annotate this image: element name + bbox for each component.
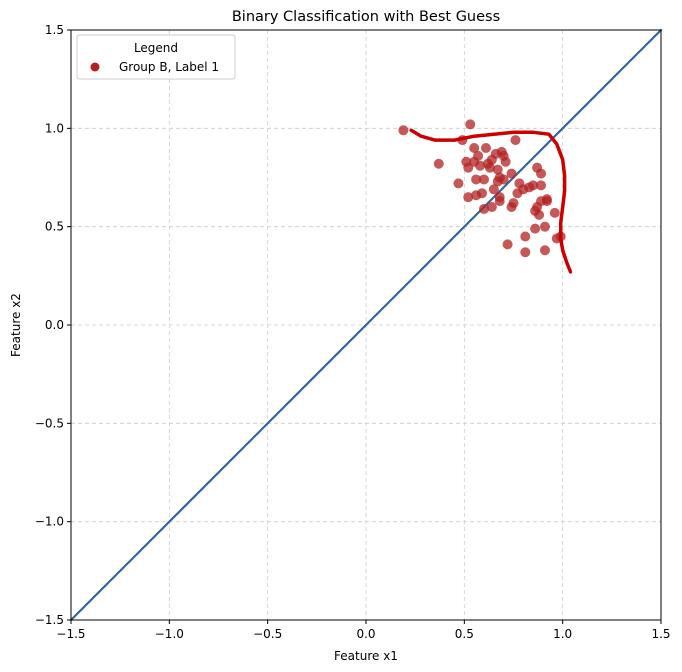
- y-tick-label: −1.0: [35, 515, 64, 529]
- y-axis-label: Feature x2: [9, 293, 23, 357]
- x-tick-label: −0.5: [253, 627, 282, 641]
- legend: Legend Group B, Label 1: [76, 34, 236, 80]
- legend-marker: [90, 62, 100, 72]
- y-tick-label: 0.0: [45, 318, 64, 332]
- data-point: [549, 207, 560, 218]
- chart-title: Binary Classification with Best Guess: [232, 9, 500, 25]
- data-point: [475, 160, 486, 171]
- data-point: [398, 125, 409, 136]
- y-tick-label: −1.5: [35, 613, 64, 627]
- data-point: [469, 143, 480, 153]
- y-axis: −1.5 −1.0 −0.5 0.0 0.5 1.0 1.5: [35, 23, 71, 627]
- data-point: [471, 174, 482, 185]
- data-point: [486, 202, 497, 212]
- data-point: [536, 168, 547, 179]
- data-point: [488, 184, 499, 195]
- data-point: [508, 198, 519, 209]
- data-point: [498, 174, 509, 185]
- x-tick-label: 1.5: [651, 627, 670, 641]
- x-tick-label: 1.0: [553, 627, 572, 641]
- data-point: [520, 231, 531, 242]
- y-tick-label: 1.0: [45, 121, 64, 135]
- data-point: [465, 119, 476, 130]
- best-guess-curve: [409, 128, 573, 274]
- data-point: [473, 150, 484, 161]
- x-tick-label: 0.5: [455, 627, 474, 641]
- x-tick-label: 0.0: [356, 627, 375, 641]
- data-point: [500, 156, 511, 167]
- scatter-points: [398, 119, 566, 258]
- data-point: [541, 194, 552, 205]
- x-tick-label: −1.0: [155, 627, 184, 641]
- decision-boundary-line: [69, 28, 663, 622]
- data-point: [492, 164, 503, 175]
- legend-entry-label: Group B, Label 1: [119, 60, 219, 74]
- y-tick-label: −0.5: [35, 416, 64, 430]
- data-point: [433, 158, 444, 169]
- data-point: [477, 188, 488, 199]
- x-tick-label: −1.5: [56, 627, 85, 641]
- best-guess-line: [409, 128, 573, 274]
- legend-title: Legend: [134, 41, 178, 55]
- data-point: [480, 143, 491, 153]
- x-axis-label: Feature x1: [334, 649, 398, 663]
- data-point: [510, 135, 521, 146]
- data-point: [453, 178, 464, 189]
- data-point: [536, 180, 547, 191]
- y-tick-label: 1.5: [45, 23, 64, 37]
- data-point: [506, 168, 517, 179]
- data-point: [530, 223, 541, 234]
- data-point: [463, 192, 474, 203]
- data-point: [534, 209, 545, 220]
- data-point: [494, 196, 505, 207]
- data-point: [528, 180, 539, 191]
- data-point: [479, 174, 489, 185]
- data-point: [520, 247, 531, 258]
- y-tick-label: 0.5: [45, 220, 64, 234]
- data-point: [484, 162, 495, 173]
- data-point: [539, 245, 550, 256]
- decision-boundary: [69, 28, 663, 622]
- data-point: [539, 221, 550, 232]
- legend-box: [76, 34, 236, 80]
- data-point: [502, 239, 513, 250]
- data-point: [479, 203, 489, 214]
- x-axis: −1.5 −1.0 −0.5 0.0 0.5 1.0 1.5: [56, 620, 671, 641]
